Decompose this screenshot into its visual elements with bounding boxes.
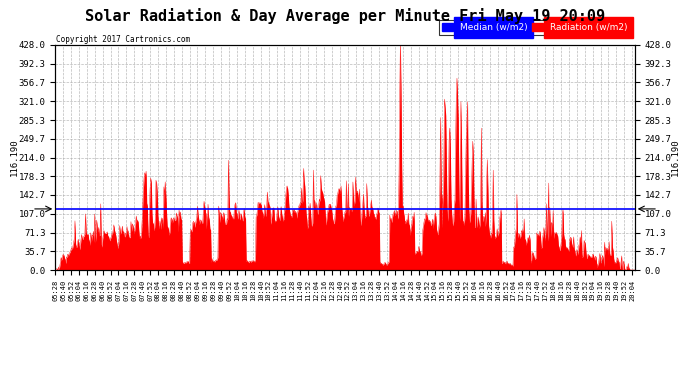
Text: 116.190: 116.190 <box>10 139 19 176</box>
Text: Copyright 2017 Cartronics.com: Copyright 2017 Cartronics.com <box>56 35 190 44</box>
Legend: Median (w/m2), Radiation (w/m2): Median (w/m2), Radiation (w/m2) <box>439 20 630 34</box>
Text: Solar Radiation & Day Average per Minute Fri May 19 20:09: Solar Radiation & Day Average per Minute… <box>85 8 605 24</box>
Text: 116.190: 116.190 <box>671 139 680 176</box>
